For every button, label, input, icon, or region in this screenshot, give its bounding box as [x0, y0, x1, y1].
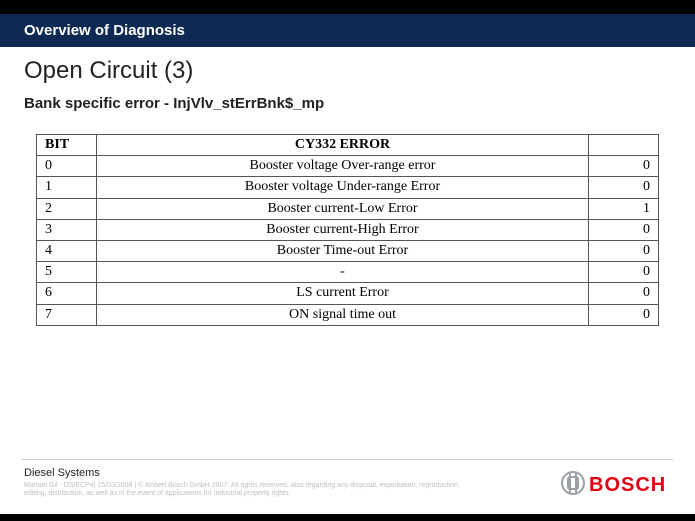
cell-error: ON signal time out	[97, 304, 589, 325]
table-row: 0Booster voltage Over-range error0	[37, 156, 659, 177]
bosch-logo-svg: BOSCH	[561, 469, 671, 497]
col-header-bit: BIT	[37, 135, 97, 156]
cell-bit: 5	[37, 262, 97, 283]
cell-value: 0	[589, 283, 659, 304]
cell-error: Booster voltage Over-range error	[97, 156, 589, 177]
cell-error: Booster voltage Under-range Error	[97, 177, 589, 198]
content-area: Open Circuit (3) Bank specific error - I…	[0, 47, 695, 521]
footer-left: Diesel Systems Manuel Gil - DS/ECP4| 15/…	[24, 467, 460, 498]
section-title: Overview of Diagnosis	[24, 22, 185, 39]
cell-value: 1	[589, 198, 659, 219]
cell-bit: 7	[37, 304, 97, 325]
footer-legal: Manuel Gil - DS/ECP4| 15/03/2008 | © Rob…	[24, 482, 460, 498]
cell-value: 0	[589, 262, 659, 283]
bottom-black-bar	[0, 514, 695, 521]
table-row: 5-0	[37, 262, 659, 283]
page-title: Open Circuit (3)	[24, 57, 671, 85]
table-wrap: BIT CY332 ERROR 0Booster voltage Over-ra…	[24, 134, 671, 326]
col-header-value	[589, 135, 659, 156]
cell-bit: 4	[37, 240, 97, 261]
cell-bit: 1	[37, 177, 97, 198]
footer: Diesel Systems Manuel Gil - DS/ECP4| 15/…	[0, 459, 695, 521]
table-body: 0Booster voltage Over-range error01Boost…	[37, 156, 659, 326]
slide: Overview of Diagnosis Open Circuit (3) B…	[0, 0, 695, 521]
cell-value: 0	[589, 219, 659, 240]
table-row: 2Booster current-Low Error1	[37, 198, 659, 219]
cell-bit: 2	[37, 198, 97, 219]
section-header: Overview of Diagnosis	[0, 14, 695, 47]
top-black-bar	[0, 0, 695, 14]
footer-department: Diesel Systems	[24, 467, 460, 479]
cell-error: -	[97, 262, 589, 283]
cell-value: 0	[589, 177, 659, 198]
logo-anker-icon	[562, 472, 584, 494]
cell-bit: 6	[37, 283, 97, 304]
table-row: 7ON signal time out0	[37, 304, 659, 325]
cell-error: Booster current-High Error	[97, 219, 589, 240]
bosch-logo: BOSCH	[561, 469, 671, 497]
legal-line-1: Manuel Gil - DS/ECP4| 15/03/2008 | © Rob…	[24, 482, 460, 489]
table-row: 6LS current Error0	[37, 283, 659, 304]
cell-bit: 0	[37, 156, 97, 177]
logo-text: BOSCH	[589, 474, 666, 496]
table-row: 4Booster Time-out Error0	[37, 240, 659, 261]
cell-value: 0	[589, 156, 659, 177]
error-table: BIT CY332 ERROR 0Booster voltage Over-ra…	[36, 134, 659, 326]
cell-error: LS current Error	[97, 283, 589, 304]
table-header-row: BIT CY332 ERROR	[37, 135, 659, 156]
footer-divider	[22, 459, 673, 460]
table-row: 1Booster voltage Under-range Error0	[37, 177, 659, 198]
legal-line-2: editing, distribution, as well as in the…	[24, 490, 291, 497]
cell-error: Booster current-Low Error	[97, 198, 589, 219]
cell-bit: 3	[37, 219, 97, 240]
col-header-error: CY332 ERROR	[97, 135, 589, 156]
cell-value: 0	[589, 304, 659, 325]
cell-value: 0	[589, 240, 659, 261]
table-row: 3Booster current-High Error0	[37, 219, 659, 240]
cell-error: Booster Time-out Error	[97, 240, 589, 261]
page-subtitle: Bank specific error - InjVlv_stErrBnk$_m…	[24, 95, 671, 112]
